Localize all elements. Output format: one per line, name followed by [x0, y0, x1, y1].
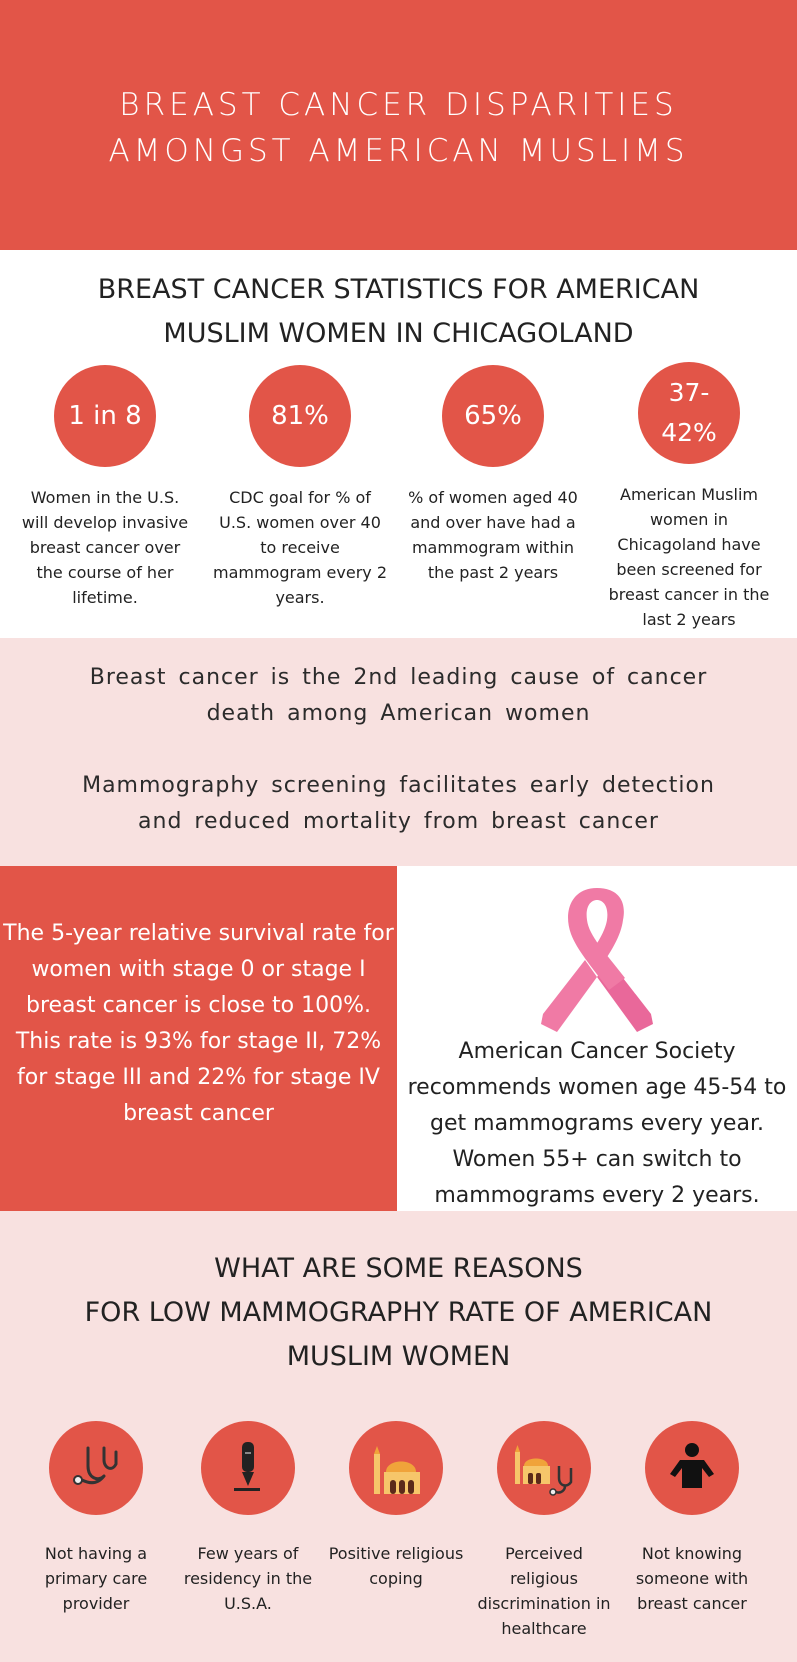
- fact-screening: Mammography screening facilitates early …: [82, 773, 715, 834]
- survival-rate-text: The 5-year relative survival rate for wo…: [3, 920, 394, 1126]
- pink-ribbon-icon: [541, 888, 653, 1032]
- reason-label: Perceived religious discrimination in he…: [477, 1544, 611, 1638]
- statistics-section: BREAST CANCER STATISTICS FOR AMERICAN MU…: [0, 250, 797, 638]
- reasons-title-line-2: FOR LOW MAMMOGRAPHY RATE OF AMERICAN: [84, 1297, 713, 1328]
- statistics-title-line-1: BREAST CANCER STATISTICS FOR AMERICAN: [97, 274, 700, 305]
- acs-recommendation-text: American Cancer Society recommends women…: [407, 1039, 787, 1208]
- title-line-2: AMONGST AMERICAN MUSLIMS: [108, 133, 689, 169]
- reason-label: Not having a primary care provider: [44, 1544, 148, 1613]
- reason-item: Not knowing someone with breast cancer: [617, 1421, 767, 1616]
- statistics-title: BREAST CANCER STATISTICS FOR AMERICAN MU…: [0, 268, 797, 356]
- reason-label: Few years of residency in the U.S.A.: [183, 1544, 313, 1613]
- reason-item: Perceived religious discrimination in he…: [469, 1421, 619, 1641]
- reason-item: Positive religious coping: [321, 1421, 471, 1591]
- acs-recommendation-panel: American Cancer Society recommends women…: [397, 866, 797, 1211]
- mosque-icon: [374, 1446, 420, 1494]
- reason-icon-circle: [201, 1421, 295, 1515]
- stat-description: % of women aged 40 and over have had a m…: [408, 488, 578, 582]
- pen-icon: [234, 1442, 260, 1491]
- person-icon: [670, 1443, 714, 1488]
- reason-item: Few years of residency in the U.S.A.: [173, 1421, 323, 1616]
- stethoscope-icon: [73, 1446, 118, 1485]
- stat-value: 1 in 8: [54, 365, 156, 467]
- reasons-title-line-3: MUSLIM WOMEN: [286, 1341, 511, 1372]
- page-title: BREAST CANCER DISPARITIES AMONGST AMERIC…: [0, 82, 797, 174]
- reason-icon-circle: [49, 1421, 143, 1515]
- reasons-title-line-1: WHAT ARE SOME REASONS: [214, 1253, 583, 1284]
- reason-label: Positive religious coping: [328, 1544, 464, 1588]
- title-line-1: BREAST CANCER DISPARITIES: [119, 87, 678, 123]
- reason-icon-circle: [645, 1421, 739, 1515]
- stat-description: CDC goal for % of U.S. women over 40 to …: [212, 488, 388, 607]
- stat-value: 37-42%: [638, 362, 740, 464]
- reasons-section: WHAT ARE SOME REASONS FOR LOW MAMMOGRAPH…: [0, 1211, 797, 1662]
- reason-icon-circle: [349, 1421, 443, 1515]
- reasons-title: WHAT ARE SOME REASONS FOR LOW MAMMOGRAPH…: [0, 1247, 797, 1379]
- stat-value: 81%: [249, 365, 351, 467]
- facts-section: Breast cancer is the 2nd leading cause o…: [0, 638, 797, 866]
- statistics-title-line-2: MUSLIM WOMEN IN CHICAGOLAND: [163, 318, 634, 349]
- header-banner: BREAST CANCER DISPARITIES AMONGST AMERIC…: [0, 0, 797, 250]
- mosque-stethoscope-icon: [515, 1445, 573, 1496]
- stat-value: 65%: [442, 365, 544, 467]
- survival-rate-panel: The 5-year relative survival rate for wo…: [0, 866, 397, 1211]
- stat-item: 1 in 8 Women in the U.S. will develop in…: [16, 365, 194, 610]
- stat-description: Women in the U.S. will develop invasive …: [21, 488, 189, 607]
- reason-icon-circle: [497, 1421, 591, 1515]
- stat-description: American Muslim women in Chicagoland hav…: [608, 485, 770, 629]
- reason-label: Not knowing someone with breast cancer: [635, 1544, 749, 1613]
- reason-item: Not having a primary care provider: [21, 1421, 171, 1616]
- stat-item: 65% % of women aged 40 and over have had…: [404, 365, 582, 585]
- fact-leading-cause: Breast cancer is the 2nd leading cause o…: [89, 665, 708, 726]
- stat-item: 81% CDC goal for % of U.S. women over 40…: [211, 365, 389, 610]
- stat-item: 37-42% American Muslim women in Chicagol…: [600, 362, 778, 632]
